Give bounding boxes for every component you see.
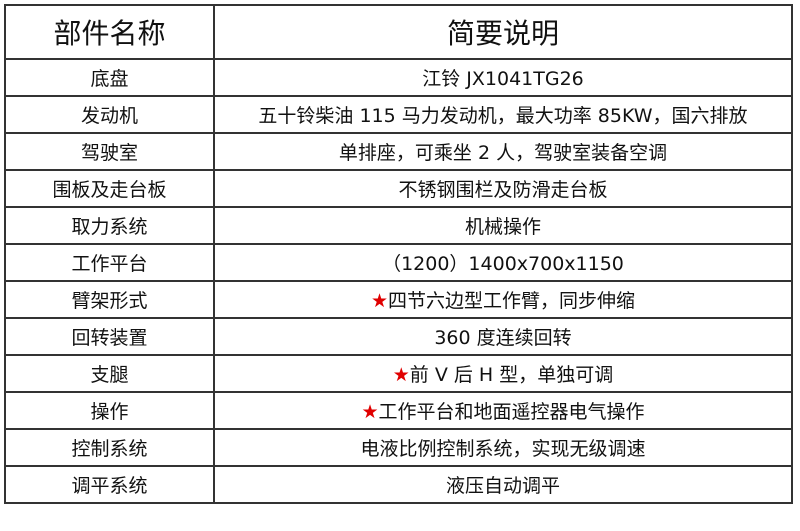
table-header-row: 部件名称 简要说明 [4, 4, 793, 60]
component-name: 回转装置 [4, 317, 215, 356]
description-text: 机械操作 [464, 216, 541, 238]
component-name: 发动机 [4, 95, 215, 134]
component-description: ★四节六边型工作臂，同步伸缩 [213, 280, 793, 319]
table-row: 取力系统 机械操作 [4, 206, 793, 245]
table-row: 围板及走台板 不锈钢围栏及防滑走台板 [4, 169, 793, 208]
component-description: 单排座，可乘坐 2 人，驾驶室装备空调 [213, 132, 793, 171]
component-description: 电液比例控制系统，实现无级调速 [213, 428, 793, 467]
component-name: 控制系统 [4, 428, 215, 467]
table-row: 支腿 ★前 V 后 H 型，单独可调 [4, 354, 793, 393]
component-description: ★前 V 后 H 型，单独可调 [213, 354, 793, 393]
table-row: 控制系统 电液比例控制系统，实现无级调速 [4, 428, 793, 467]
component-description: 不锈钢围栏及防滑走台板 [213, 169, 793, 208]
header-component-name: 部件名称 [4, 4, 215, 60]
component-name: 底盘 [4, 58, 215, 97]
component-description: 机械操作 [213, 206, 793, 245]
component-name: 调平系统 [4, 465, 215, 504]
component-name: 支腿 [4, 354, 215, 393]
component-name: 取力系统 [4, 206, 215, 245]
description-text: 四节六边型工作臂，同步伸缩 [388, 290, 636, 312]
description-text: 电液比例控制系统，实现无级调速 [360, 438, 646, 460]
table-row: 驾驶室 单排座，可乘坐 2 人，驾驶室装备空调 [4, 132, 793, 171]
component-name: 操作 [4, 391, 215, 430]
star-icon: ★ [361, 401, 379, 423]
component-description: （1200）1400x700x1150 [213, 243, 793, 282]
description-text: 工作平台和地面遥控器电气操作 [378, 401, 645, 423]
star-icon: ★ [392, 364, 410, 386]
header-description: 简要说明 [213, 4, 793, 60]
table-row: 回转装置 360 度连续回转 [4, 317, 793, 356]
component-description: ★工作平台和地面遥控器电气操作 [213, 391, 793, 430]
description-text: 单排座，可乘坐 2 人，驾驶室装备空调 [338, 142, 668, 164]
description-text: 不锈钢围栏及防滑走台板 [398, 179, 608, 201]
component-name: 驾驶室 [4, 132, 215, 171]
table-row: 工作平台 （1200）1400x700x1150 [4, 243, 793, 282]
component-description: 江铃 JX1041TG26 [213, 58, 793, 97]
table-row: 操作 ★工作平台和地面遥控器电气操作 [4, 391, 793, 430]
spec-table: 部件名称 简要说明 底盘 江铃 JX1041TG26 发动机 五十铃柴油 115 马力… [4, 4, 793, 504]
component-name: 臂架形式 [4, 280, 215, 319]
table-row: 发动机 五十铃柴油 115 马力发动机，最大功率 85KW，国六排放 [4, 95, 793, 134]
table-row: 底盘 江铃 JX1041TG26 [4, 58, 793, 97]
component-description: 360 度连续回转 [213, 317, 793, 356]
description-text: 江铃 JX1041TG26 [422, 68, 584, 90]
component-name: 工作平台 [4, 243, 215, 282]
description-text: （1200）1400x700x1150 [382, 253, 624, 275]
component-description: 液压自动调平 [213, 465, 793, 504]
component-name: 围板及走台板 [4, 169, 215, 208]
component-description: 五十铃柴油 115 马力发动机，最大功率 85KW，国六排放 [213, 95, 793, 134]
table-row: 臂架形式 ★四节六边型工作臂，同步伸缩 [4, 280, 793, 319]
description-text: 五十铃柴油 115 马力发动机，最大功率 85KW，国六排放 [258, 105, 748, 127]
description-text: 360 度连续回转 [434, 327, 572, 349]
table-row: 调平系统 液压自动调平 [4, 465, 793, 504]
star-icon: ★ [370, 290, 389, 312]
description-text: 前 V 后 H 型，单独可调 [409, 364, 614, 386]
description-text: 液压自动调平 [445, 475, 560, 497]
